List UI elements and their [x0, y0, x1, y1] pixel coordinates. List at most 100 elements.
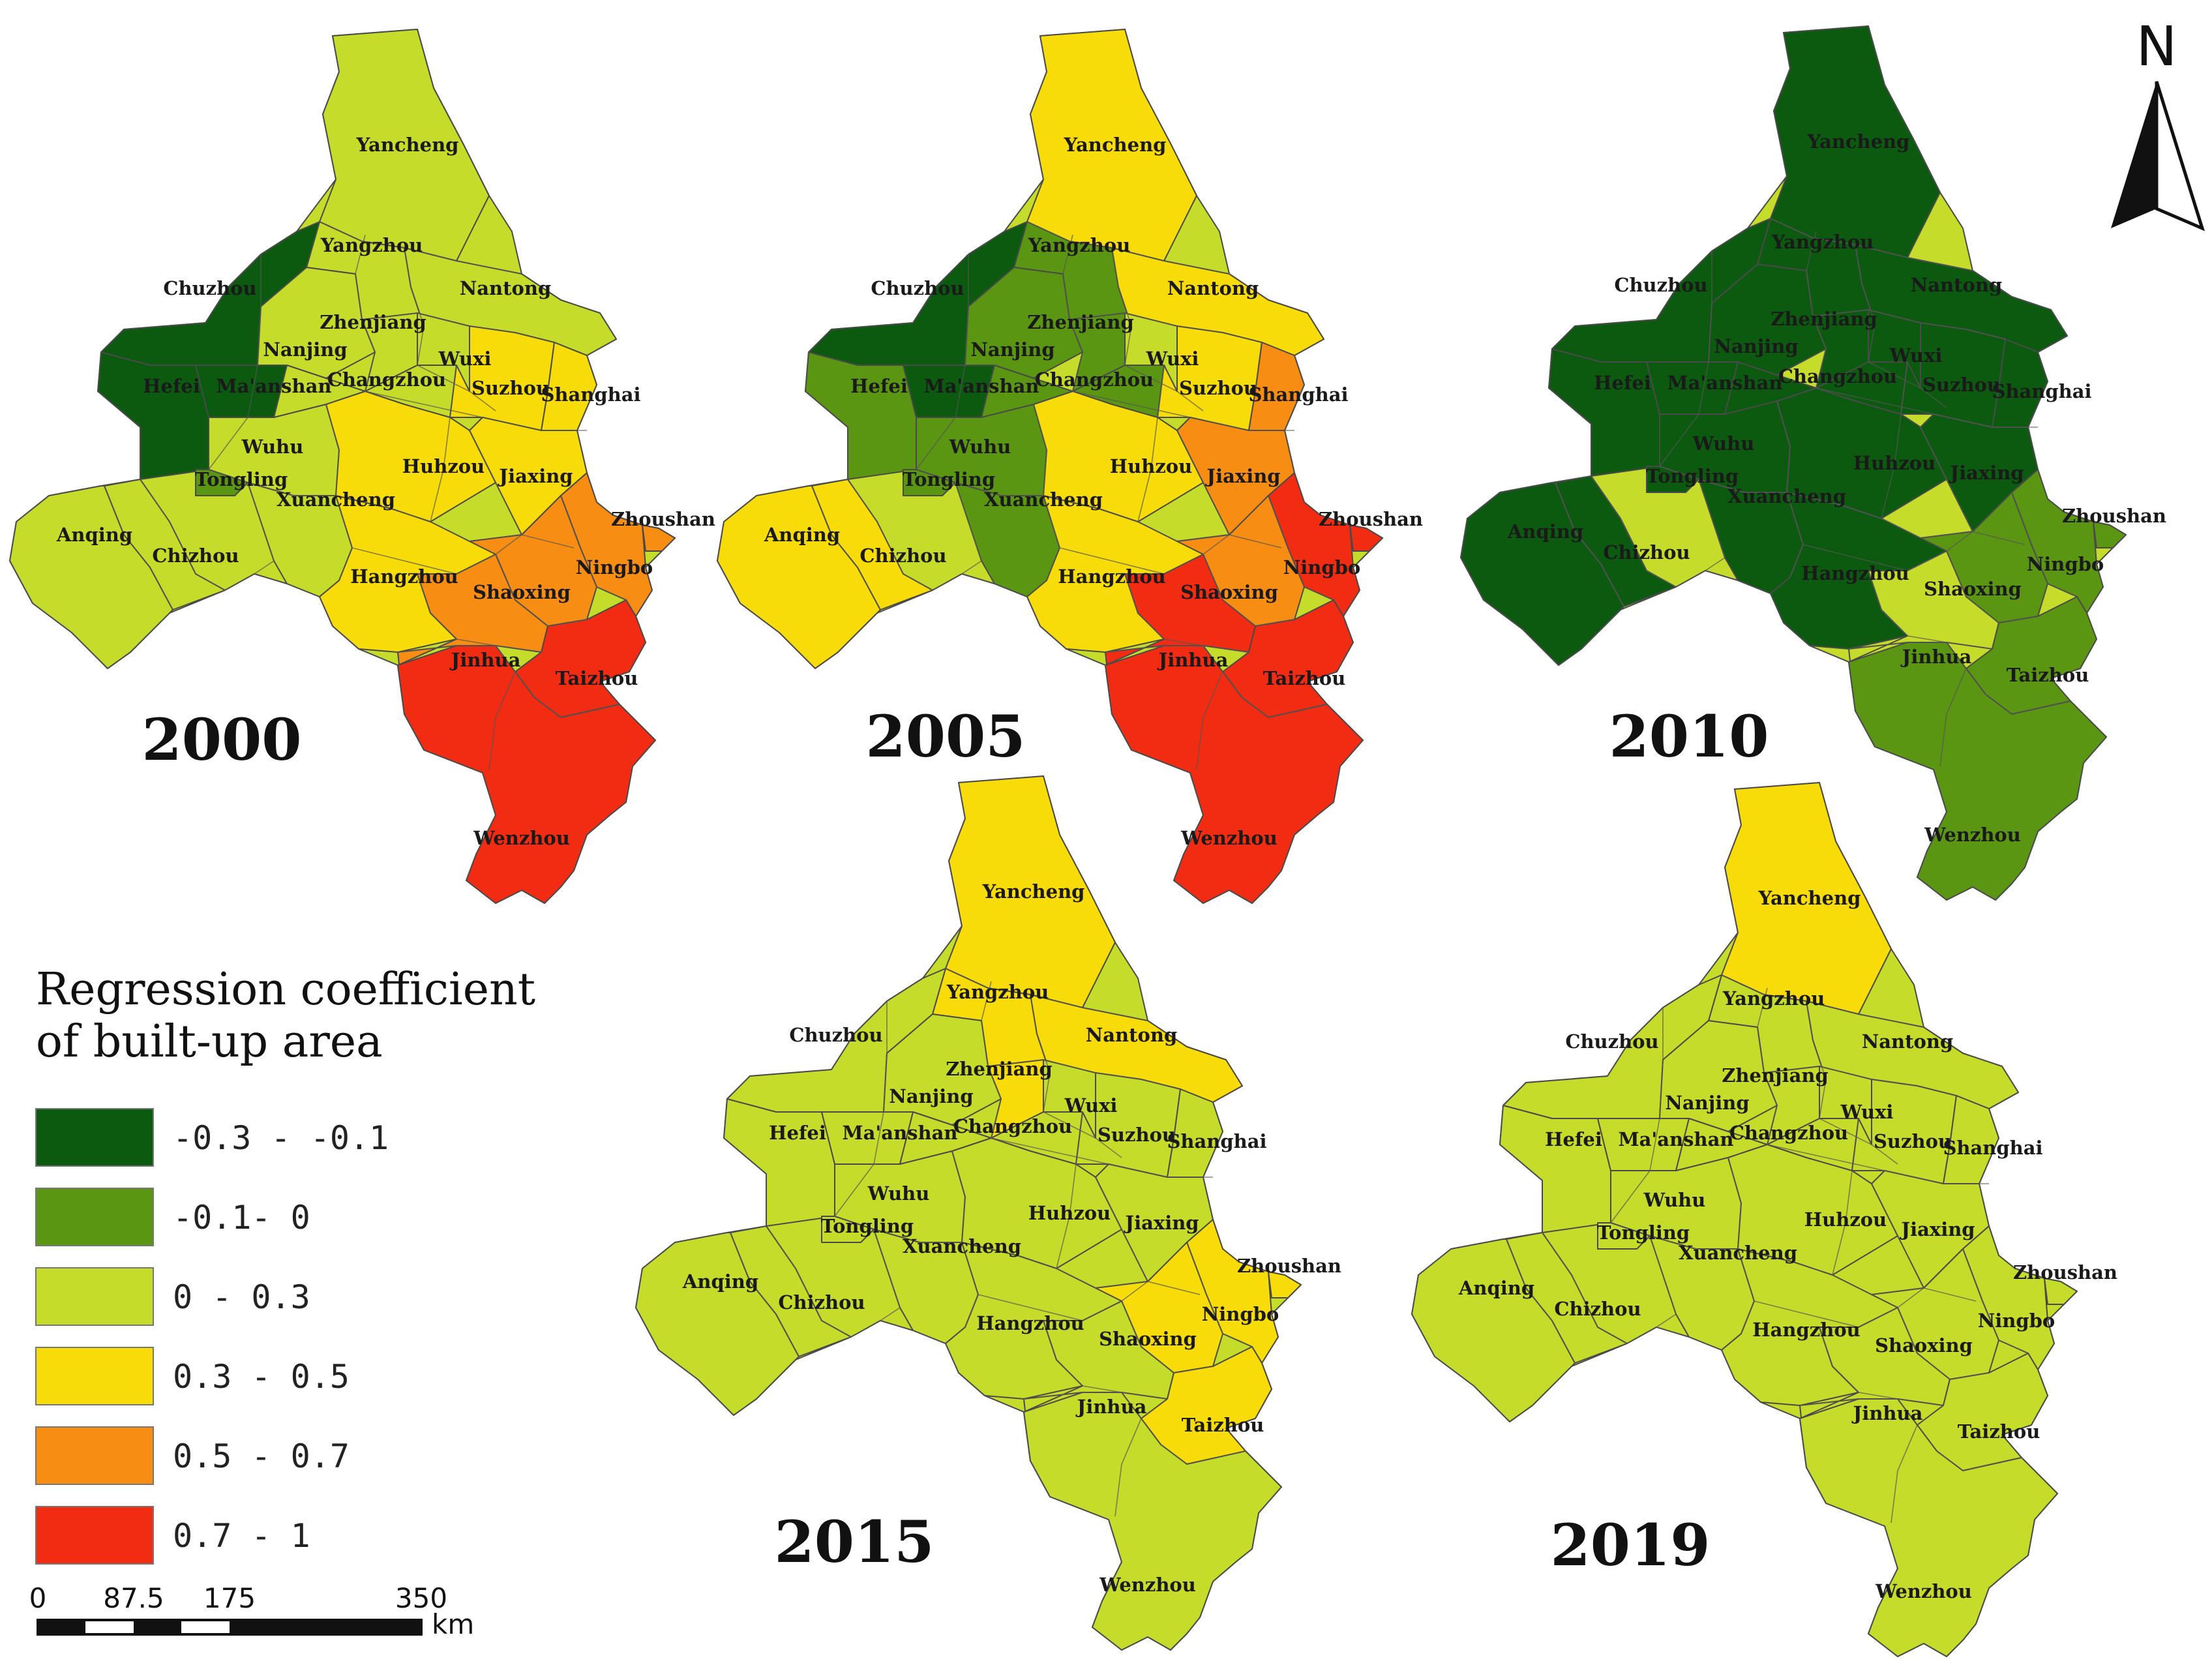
legend-label: -0.1- 0 — [173, 1199, 310, 1237]
city-label-tongling: Tongling — [195, 468, 288, 490]
city-label-huhzou: Huhzou — [1853, 452, 1936, 474]
boundary-line — [1812, 309, 2006, 340]
city-label-nantong: Nantong — [1086, 1024, 1177, 1046]
city-label-wuxi: Wuxi — [1146, 348, 1199, 370]
map-panel-2010: Yancheng Yangzhou Nantong Chuzhou Zhenjiang N… — [1459, 25, 2166, 901]
map-panel-2005: Yancheng Yangzhou Nantong Chuzhou Zhenjiang N… — [716, 28, 1423, 905]
city-label-hefei: Hefei — [850, 375, 908, 397]
city-label-hangzhou: Hangzhou — [1752, 1319, 1861, 1341]
city-label-tongling: Tongling — [821, 1215, 914, 1237]
boundary-line — [1920, 427, 2025, 545]
scale-tick-2: 175 — [203, 1582, 256, 1614]
legend-swatch — [35, 1267, 154, 1326]
prefecture-zhoushan — [1349, 524, 1383, 552]
city-label-zhoushan: Zhoushan — [1237, 1255, 1341, 1277]
year-label-2015: 2015 — [775, 1508, 934, 1576]
boundary-line — [1137, 365, 1165, 522]
boundary-line — [1737, 1248, 1924, 1295]
city-label-hefei: Hefei — [1545, 1128, 1602, 1150]
city-label-jiaxing: Jiaxing — [497, 465, 573, 487]
city-label-xuancheng: Xuancheng — [984, 488, 1103, 511]
city-label-ningbo: Ningbo — [1283, 556, 1361, 578]
city-label-huhzou: Huhzou — [402, 455, 485, 477]
city-label-xuancheng: Xuancheng — [1679, 1242, 1797, 1264]
city-label-hefei: Hefei — [143, 375, 200, 397]
city-label-suzhou: Suzhou — [1179, 377, 1257, 399]
city-label-zhenjiang: Zhenjiang — [1027, 311, 1133, 333]
prefecture-zhoushan — [2044, 1278, 2078, 1305]
city-label-changzhou: Changzhou — [1035, 368, 1154, 391]
city-label-taizhou: Taizhou — [1182, 1414, 1264, 1436]
boundary-line — [1176, 430, 1282, 548]
city-label-ma-anshan: Ma'anshan — [924, 375, 1039, 397]
boundary-line — [1030, 994, 1051, 1113]
city-label-chuzhou: Chuzhou — [1565, 1030, 1658, 1053]
city-label-chizhou: Chizhou — [778, 1291, 865, 1313]
city-label-wuxi: Wuxi — [438, 348, 492, 370]
city-label-xuancheng: Xuancheng — [1727, 485, 1846, 507]
boundary-line — [208, 469, 336, 496]
city-label-jinhua: Jinhua — [449, 649, 521, 671]
boundary-line — [495, 554, 588, 627]
boundary-line — [1114, 1418, 1142, 1517]
boundary-line — [916, 254, 969, 470]
boundary-line — [1043, 1111, 1122, 1158]
boundary-line — [1610, 1222, 1738, 1250]
scale-tick-3: 350 — [395, 1582, 447, 1614]
city-label-wuhu: Wuhu — [1643, 1189, 1706, 1211]
maps-layer: Yancheng Yangzhou Nantong Chuzhou Zhenjiang N… — [8, 25, 2166, 1658]
boundary-line — [417, 573, 496, 646]
city-label-changzhou: Changzhou — [1778, 365, 1897, 387]
boundary-line — [991, 1137, 1213, 1178]
boundary-line — [488, 671, 516, 770]
boundary-line — [1555, 482, 1624, 607]
city-label-wenzhou: Wenzhou — [1099, 1574, 1196, 1596]
boundary-line — [560, 495, 627, 601]
boundary-line — [1891, 1424, 1918, 1523]
boundary-line — [1819, 1118, 1898, 1165]
city-label-chizhou: Chizhou — [152, 545, 239, 567]
city-label-shaoxing: Shaoxing — [473, 581, 571, 603]
boundary-line — [1881, 361, 1908, 519]
city-label-wenzhou: Wenzhou — [1924, 824, 2021, 846]
city-label-hangzhou: Hangzhou — [1058, 565, 1166, 588]
map-panel-2000: Yancheng Yangzhou Nantong Chuzhou Zhenjiang N… — [8, 28, 715, 905]
boundary-line — [351, 534, 522, 575]
city-label-huhzou: Huhzou — [1804, 1208, 1887, 1231]
boundary-line — [1542, 1232, 1628, 1344]
boundary-line — [847, 479, 933, 591]
boundary-line — [1802, 531, 1973, 571]
boundary-line — [834, 1216, 962, 1243]
city-label-shaoxing: Shaoxing — [1180, 581, 1278, 603]
city-label-zhenjiang: Zhenjiang — [1771, 308, 1877, 330]
boundary-line — [916, 469, 1043, 496]
north-arrow-icon — [2111, 81, 2205, 232]
boundary-line — [1121, 1392, 1246, 1465]
city-label-taizhou: Taizhou — [556, 667, 638, 689]
legend-swatch — [35, 1188, 154, 1246]
boundary-line — [1939, 668, 1967, 767]
city-label-zhoushan: Zhoushan — [2013, 1261, 2117, 1283]
city-label-xuancheng: Xuancheng — [903, 1235, 1021, 1257]
city-label-wuhu: Wuhu — [867, 1182, 930, 1205]
city-label-jinhua: Jinhua — [1075, 1396, 1147, 1418]
city-label-hefei: Hefei — [769, 1122, 826, 1144]
city-label-ningbo: Ningbo — [576, 556, 653, 578]
boundary-line — [1095, 1177, 1201, 1295]
boundary-line — [335, 495, 522, 542]
city-label-shanghai: Shanghai — [1167, 1130, 1266, 1152]
prefecture-hefei — [1548, 348, 1660, 477]
boundary-line — [1962, 1248, 2029, 1354]
city-label-chuzhou: Chuzhou — [789, 1024, 882, 1046]
year-label-2000: 2000 — [142, 706, 302, 773]
city-label-ma-anshan: Ma'anshan — [843, 1122, 958, 1144]
boundary-line — [104, 485, 173, 610]
scale-unit: km — [432, 1608, 474, 1640]
boundary-line — [365, 391, 587, 431]
boundary-line — [1767, 1144, 1989, 1184]
scale-bar-graphic — [37, 1619, 423, 1636]
boundary-line — [834, 1001, 888, 1217]
city-label-yancheng: Yancheng — [1064, 134, 1167, 156]
map-panel-2019: Yancheng Yangzhou Nantong Chuzhou Zhenjiang N… — [1411, 781, 2117, 1658]
